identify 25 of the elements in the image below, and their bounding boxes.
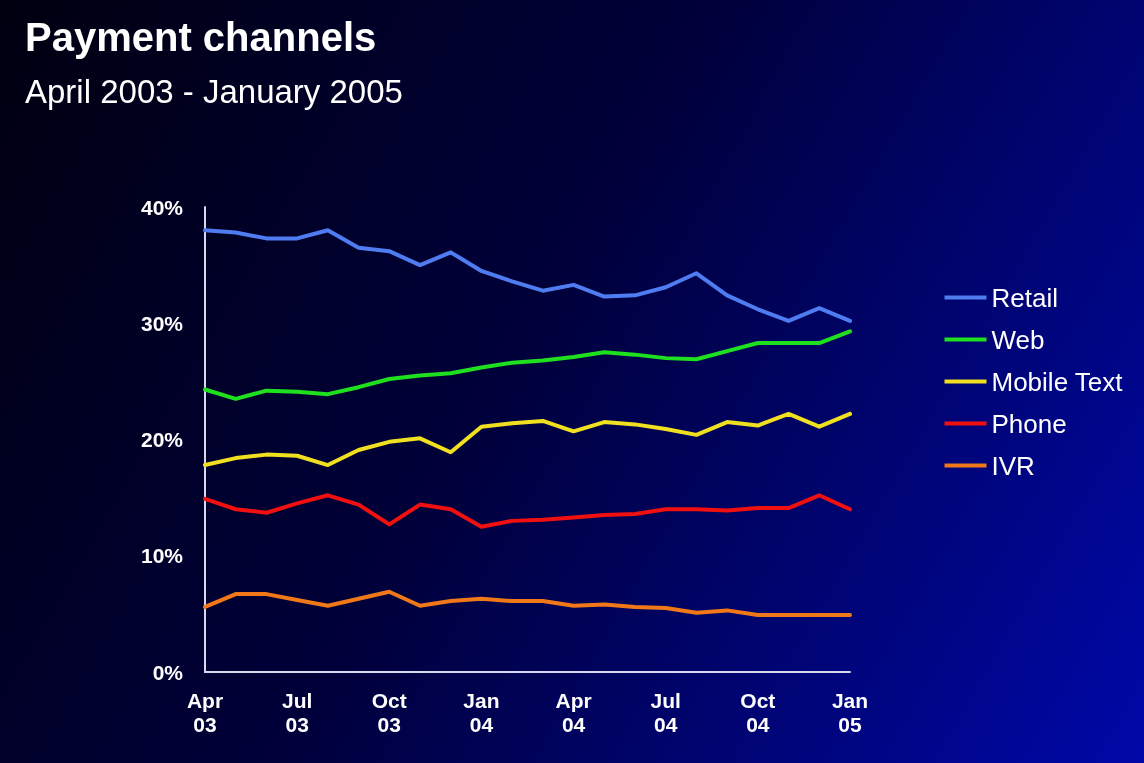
x-tick-label: Oct 04 xyxy=(740,688,776,736)
legend-label: Mobile Text xyxy=(991,366,1124,397)
line-series xyxy=(203,589,852,618)
x-tick-label: Oct 03 xyxy=(371,688,407,736)
line-series xyxy=(203,228,852,323)
legend-label: IVR xyxy=(991,450,1035,481)
legend-label: Retail xyxy=(991,282,1058,313)
chart-subtitle: April 2003 - January 2005 xyxy=(25,73,403,110)
y-tick-label: 0% xyxy=(152,660,184,684)
x-tick-label: Apr 03 xyxy=(186,688,224,736)
chart-title: Payment channels xyxy=(25,15,377,59)
x-tick-label: Jul 04 xyxy=(650,688,681,736)
x-tick-label: Jan 04 xyxy=(463,688,500,736)
y-tick-label: 20% xyxy=(140,428,184,451)
legend-label: Phone xyxy=(991,408,1067,439)
x-tick-label: Apr 04 xyxy=(555,688,592,736)
y-tick-label: 40% xyxy=(140,195,184,219)
y-tick-label: 30% xyxy=(140,311,184,335)
x-tick-label: Jan 05 xyxy=(831,688,869,736)
line-series xyxy=(203,493,852,529)
x-tick-label: Jul 03 xyxy=(281,688,313,736)
line-series xyxy=(203,411,852,468)
legend-label: Web xyxy=(991,324,1045,355)
y-tick-label: 10% xyxy=(140,544,184,568)
line-series xyxy=(203,329,852,401)
